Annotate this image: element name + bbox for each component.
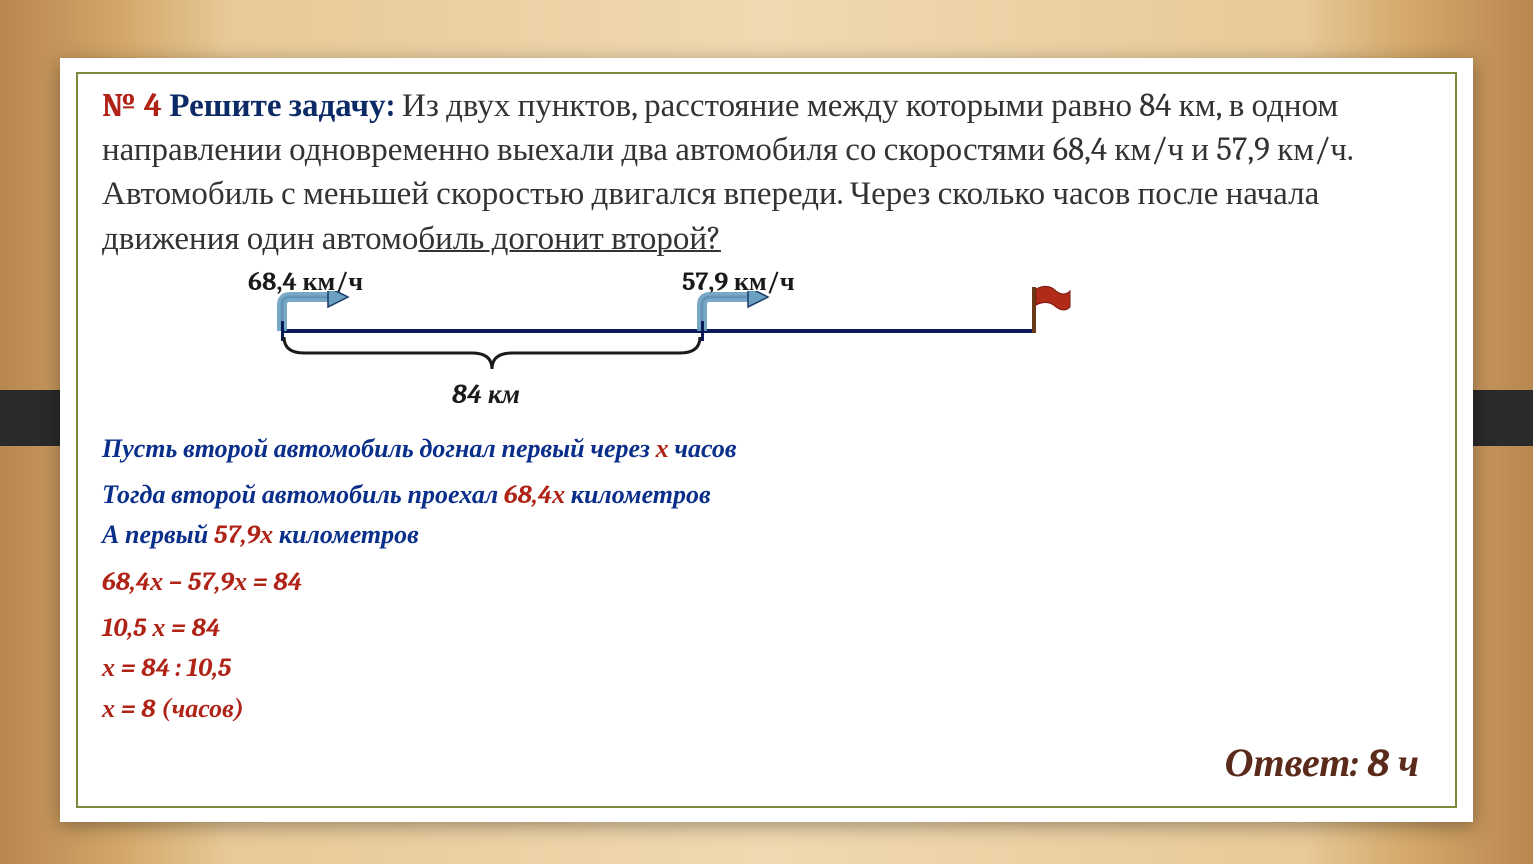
sol3-pre: А первый xyxy=(102,520,214,550)
sol2-post: километров xyxy=(565,480,711,510)
brace-icon xyxy=(282,335,702,381)
sol1-var: х xyxy=(656,434,669,464)
problem-underline-tail: биль догонит второй? xyxy=(418,220,721,258)
solution-line-2: Тогда второй автомобиль проехал 68,4х ки… xyxy=(102,475,1431,515)
equation-1: 68,4х – 57,9х = 84 xyxy=(102,562,1431,602)
equation-2: 10,5 х = 84 xyxy=(102,608,1431,648)
distance-label: 84 км xyxy=(452,379,520,410)
sol3-post: километров xyxy=(273,520,419,550)
number-line xyxy=(282,329,1036,333)
card-inner-border: № 4 Решите задачу: Из двух пунктов, расс… xyxy=(76,72,1457,808)
equation-3: х = 84 : 10,5 xyxy=(102,648,1431,688)
slide-card: № 4 Решите задачу: Из двух пунктов, расс… xyxy=(60,58,1473,822)
arrow-1-icon xyxy=(272,291,352,335)
sol1-pre: Пусть второй автомобиль догнал первый че… xyxy=(102,434,656,464)
diagram: 68,4 км/ч 57,9 км/ч xyxy=(102,267,1431,427)
flag-icon xyxy=(1026,285,1072,335)
equation-4: х = 8 (часов) xyxy=(102,689,1431,729)
sol1-post: часов xyxy=(669,434,737,464)
solution-block: Пусть второй автомобиль догнал первый че… xyxy=(102,429,1431,729)
solution-line-3: А первый 57,9х километров xyxy=(102,515,1431,555)
problem-text: № 4 Решите задачу: Из двух пунктов, расс… xyxy=(102,84,1431,261)
solution-line-1: Пусть второй автомобиль догнал первый че… xyxy=(102,429,1431,469)
sol3-var: 57,9х xyxy=(214,520,273,550)
problem-number: № 4 xyxy=(102,87,162,125)
sol2-pre: Тогда второй автомобиль проехал xyxy=(102,480,504,510)
arrow-2-icon xyxy=(692,291,772,335)
answer-label: Ответ: 8 ч xyxy=(1225,739,1419,786)
problem-prompt: Решите задачу: xyxy=(169,87,394,125)
sol2-var: 68,4х xyxy=(504,480,565,510)
